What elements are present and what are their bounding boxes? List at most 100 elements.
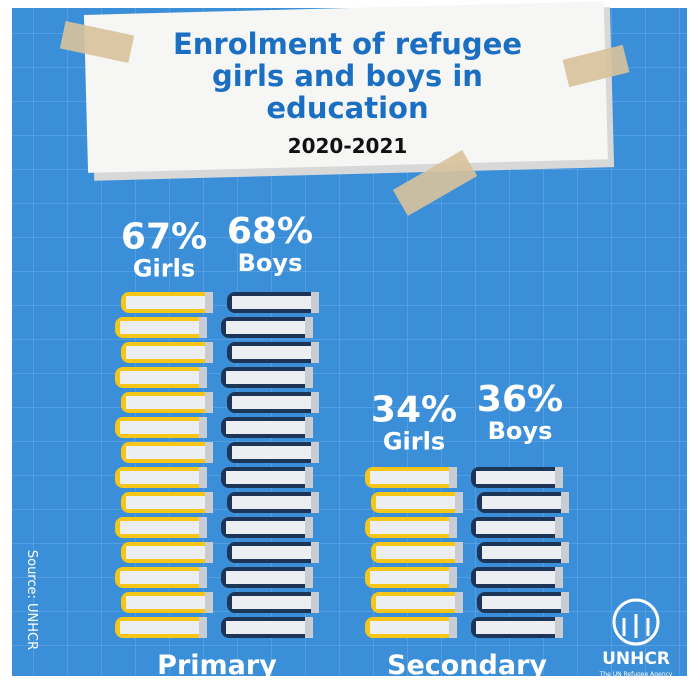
- book-pages: [120, 421, 202, 434]
- book-edge: [205, 592, 213, 613]
- book-edge: [555, 467, 563, 488]
- book-stack: [471, 467, 569, 638]
- book-edge: [449, 567, 457, 588]
- book-edge: [311, 392, 319, 413]
- book-edge: [205, 542, 213, 563]
- paper-note: [83, 1, 615, 181]
- book-edge: [555, 567, 563, 588]
- book-edge: [449, 467, 457, 488]
- book-pages: [476, 471, 558, 484]
- logo-name: UNHCR: [602, 649, 670, 669]
- book-pages: [126, 446, 208, 459]
- book-edge: [555, 517, 563, 538]
- book-edge: [305, 417, 313, 438]
- book-stack: [221, 292, 319, 638]
- book-pages: [232, 496, 314, 509]
- tape: [562, 44, 630, 88]
- book-pages: [226, 521, 308, 534]
- book-edge: [311, 292, 319, 313]
- book-edge: [199, 417, 207, 438]
- book-edge: [199, 467, 207, 488]
- book-edge: [199, 617, 207, 638]
- book-edge: [199, 367, 207, 388]
- tape: [392, 150, 478, 216]
- book-pages: [232, 546, 314, 559]
- book-edge: [305, 317, 313, 338]
- book-pages: [120, 621, 202, 634]
- book-pages: [482, 546, 564, 559]
- value-label: 34%: [371, 390, 457, 431]
- category-label: Secondary: [387, 650, 547, 681]
- book-pages: [126, 346, 208, 359]
- chart-subtitle: 2020-2021: [287, 134, 408, 158]
- book-pages: [476, 621, 558, 634]
- book-pages: [370, 621, 452, 634]
- book-pages: [370, 521, 452, 534]
- book-edge: [449, 617, 457, 638]
- book-stack: [115, 292, 213, 638]
- book-edge: [561, 592, 569, 613]
- book-edge: [205, 292, 213, 313]
- book-pages: [232, 596, 314, 609]
- book-pages: [476, 571, 558, 584]
- book-pages: [226, 371, 308, 384]
- book-pages: [226, 471, 308, 484]
- book-pages: [120, 571, 202, 584]
- book-pages: [126, 496, 208, 509]
- logo-emblem: [612, 598, 660, 646]
- book-edge: [311, 492, 319, 513]
- book-pages: [120, 371, 202, 384]
- book-edge: [305, 367, 313, 388]
- book-edge: [555, 617, 563, 638]
- book-edge: [205, 342, 213, 363]
- book-pages: [370, 471, 452, 484]
- book-edge: [455, 492, 463, 513]
- book-pages: [232, 346, 314, 359]
- book-pages: [376, 496, 458, 509]
- book-edge: [199, 317, 207, 338]
- book-pages: [482, 596, 564, 609]
- value-label: 68%: [227, 211, 313, 252]
- book-edge: [311, 442, 319, 463]
- book-pages: [476, 521, 558, 534]
- value-label: 36%: [477, 379, 563, 420]
- book-pages: [126, 596, 208, 609]
- book-pages: [376, 596, 458, 609]
- tape: [59, 21, 135, 63]
- book-edge: [455, 592, 463, 613]
- book-pages: [232, 446, 314, 459]
- series-label: Girls: [133, 254, 195, 282]
- book-edge: [205, 492, 213, 513]
- book-pages: [120, 521, 202, 534]
- book-pages: [126, 296, 208, 309]
- book-edge: [205, 442, 213, 463]
- book-pages: [226, 571, 308, 584]
- source: Source: UNHCR: [24, 550, 39, 650]
- value-label: 67%: [121, 216, 207, 257]
- book-edge: [311, 342, 319, 363]
- book-edge: [199, 517, 207, 538]
- book-pages: [482, 496, 564, 509]
- book-pages: [226, 621, 308, 634]
- book-pages: [120, 321, 202, 334]
- book-stack: [365, 467, 463, 638]
- book-edge: [449, 517, 457, 538]
- book-edge: [305, 617, 313, 638]
- book-edge: [561, 542, 569, 563]
- chart-title: Enrolment of refugee girls and boys in e…: [172, 27, 523, 125]
- series-label: Girls: [383, 428, 445, 456]
- book-pages: [226, 421, 308, 434]
- book-pages: [370, 571, 452, 584]
- book-edge: [305, 517, 313, 538]
- book-edge: [311, 592, 319, 613]
- book-edge: [205, 392, 213, 413]
- book-pages: [126, 396, 208, 409]
- book-edge: [305, 567, 313, 588]
- book-edge: [199, 567, 207, 588]
- book-edge: [305, 467, 313, 488]
- book-pages: [232, 296, 314, 309]
- category-label: Primary: [157, 650, 277, 681]
- series-label: Boys: [488, 417, 553, 445]
